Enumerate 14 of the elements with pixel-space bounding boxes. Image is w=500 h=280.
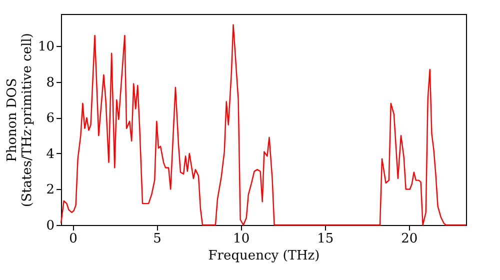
x-tick-label: 15 — [317, 232, 334, 246]
line-series — [60, 24, 467, 226]
x-axis-title: Frequency (THz) — [208, 248, 320, 264]
x-tick-label: 20 — [401, 232, 418, 246]
x-tick-label: 0 — [69, 232, 78, 246]
y-tick-label: 4 — [46, 146, 54, 162]
y-axis-title: Phonon DOS (States/THz·primitive cell) — [4, 32, 35, 208]
y-tick-label: 6 — [46, 111, 54, 126]
y-tick-label: 10 — [38, 40, 54, 55]
y-tick-label: 0 — [46, 218, 54, 234]
x-tick-label: 10 — [233, 232, 250, 246]
x-tick-label: 5 — [153, 232, 162, 246]
y-tick-label: 2 — [46, 182, 54, 198]
y-tick-label: 8 — [46, 75, 54, 90]
